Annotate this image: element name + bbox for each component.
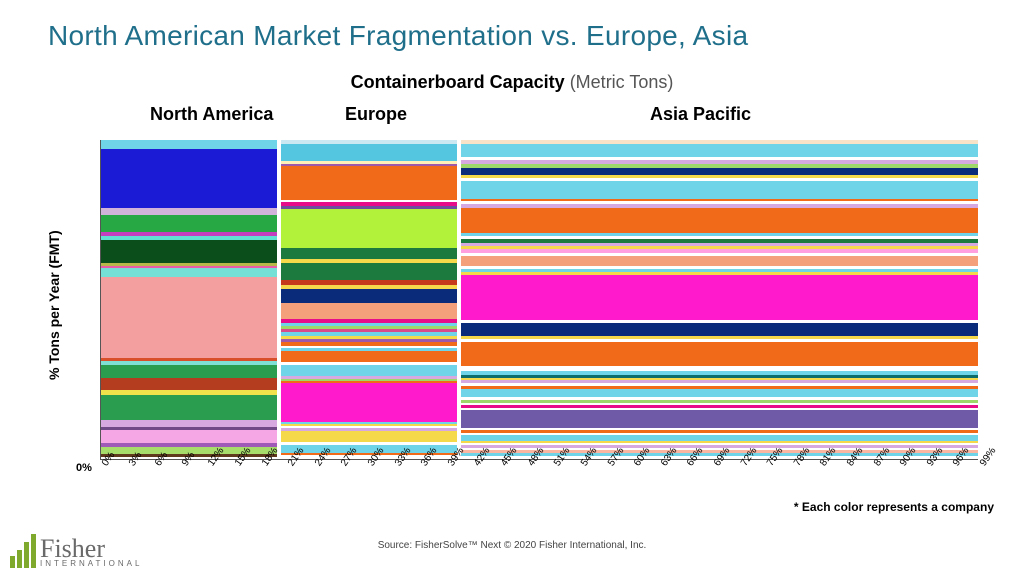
company-segment bbox=[101, 277, 277, 358]
company-segment bbox=[461, 410, 978, 428]
company-segment bbox=[461, 389, 978, 397]
company-segment bbox=[461, 256, 978, 267]
source-line: Source: FisherSolve™ Next © 2020 Fisher … bbox=[0, 540, 1024, 551]
company-segment bbox=[281, 289, 457, 303]
company-segment bbox=[461, 342, 978, 367]
logo-bar bbox=[31, 534, 36, 568]
company-segment bbox=[101, 240, 277, 264]
chart-title: Containerboard Capacity (Metric Tons) bbox=[0, 72, 1024, 93]
company-segment bbox=[101, 149, 277, 209]
region-column bbox=[101, 140, 281, 459]
company-segment bbox=[101, 268, 277, 277]
company-segment bbox=[461, 208, 978, 233]
company-segment bbox=[281, 166, 457, 199]
logo-bars-icon bbox=[10, 534, 36, 568]
logo: Fisher INTERNATIONAL bbox=[10, 534, 142, 568]
company-segment bbox=[461, 323, 978, 336]
logo-bar bbox=[17, 550, 22, 568]
footnote: * Each color represents a company bbox=[794, 500, 994, 514]
region-column bbox=[281, 140, 461, 459]
company-segment bbox=[101, 365, 277, 378]
logo-bar bbox=[10, 556, 15, 568]
company-segment bbox=[281, 263, 457, 280]
chart-title-light: (Metric Tons) bbox=[570, 72, 674, 92]
chart-title-bold: Containerboard Capacity bbox=[351, 72, 565, 92]
x-axis: 0%3%6%9%12%15%18%21%24%27%30%33%36%39%42… bbox=[100, 462, 978, 492]
company-segment bbox=[281, 365, 457, 376]
region-column bbox=[461, 140, 978, 459]
company-segment bbox=[281, 248, 457, 259]
company-segment bbox=[101, 430, 277, 443]
slide-title: North American Market Fragmentation vs. … bbox=[48, 20, 748, 52]
logo-sub: INTERNATIONAL bbox=[40, 560, 142, 568]
company-segment bbox=[281, 351, 457, 362]
company-segment bbox=[101, 395, 277, 421]
company-segment bbox=[101, 140, 277, 149]
chart-plot-area bbox=[100, 140, 978, 460]
company-segment bbox=[461, 144, 978, 157]
company-segment bbox=[101, 378, 277, 391]
company-segment bbox=[101, 215, 277, 232]
company-segment bbox=[281, 383, 457, 422]
company-segment bbox=[281, 303, 457, 320]
company-segment bbox=[281, 209, 457, 248]
region-label: North America bbox=[150, 104, 273, 125]
region-label: Europe bbox=[345, 104, 407, 125]
company-segment bbox=[281, 144, 457, 161]
slide: North American Market Fragmentation vs. … bbox=[0, 0, 1024, 576]
logo-bar bbox=[24, 542, 29, 568]
company-segment bbox=[461, 275, 978, 321]
logo-text: Fisher INTERNATIONAL bbox=[40, 536, 142, 568]
y-zero-label: 0% bbox=[76, 462, 92, 474]
company-segment bbox=[281, 431, 457, 442]
company-segment bbox=[461, 181, 978, 199]
region-label: Asia Pacific bbox=[650, 104, 751, 125]
y-axis-label: % Tons per Year (FMT) bbox=[46, 230, 62, 380]
company-segment bbox=[461, 168, 978, 175]
x-tick: 99% bbox=[978, 446, 998, 469]
